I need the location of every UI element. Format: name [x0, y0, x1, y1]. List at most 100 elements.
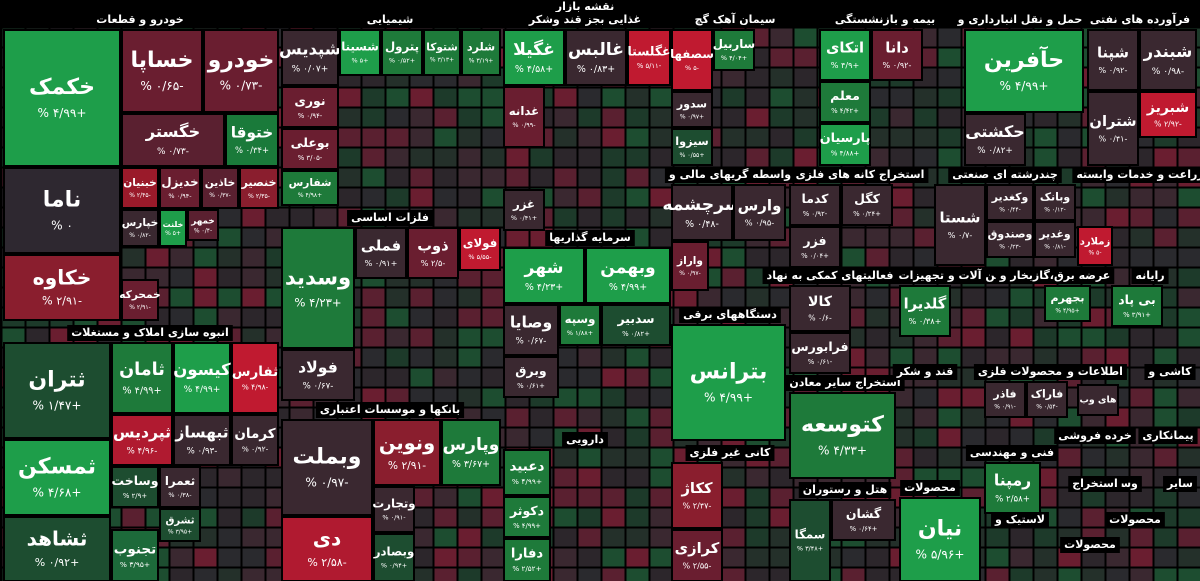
stock-tile[interactable]: شفارس +۴/۹۸ %	[281, 170, 339, 206]
stock-tile[interactable]: کرازی -۲/۵۵ %	[671, 529, 723, 581]
stock-tile[interactable]: پارسیان +۴/۸۸ %	[819, 123, 871, 166]
stock-tile[interactable]: سرچشمه -۰/۴۸ %	[662, 184, 742, 241]
stock-tile[interactable]: شبریز -۲/۹۲ %	[1139, 91, 1197, 138]
stock-tile[interactable]: ختوقا +۰/۳۴ %	[225, 113, 279, 167]
stock-tile[interactable]: ثامان +۴/۹۹ %	[111, 342, 173, 414]
stock-tile[interactable]: وارس -۰/۹۵ %	[733, 184, 786, 241]
stock-tile[interactable]: خمحرکه -۲/۹۱ %	[119, 279, 161, 321]
stock-tile[interactable]: خساپا -۰/۶۵ %	[121, 29, 203, 113]
stock-tile[interactable]: خلنت+۵ %	[159, 209, 187, 247]
stock-tile[interactable]: تجنوب +۳/۹۵ %	[111, 529, 159, 581]
stock-tile[interactable]: بترانس +۴/۹۹ %	[671, 324, 786, 441]
stock-tile[interactable]: وتجارت -۰/۹۱ %	[372, 486, 416, 533]
stock-tile[interactable]: اتکای +۴/۹ %	[819, 29, 871, 81]
stock-tile[interactable]: سدبیر +۰/۸۲ %	[601, 304, 671, 346]
stock-tile[interactable]: شپدیس +۰/۰۷ %	[279, 29, 341, 86]
stock-tile[interactable]: واراز -۰/۹۷ %	[671, 241, 709, 291]
stock-tile[interactable]: غالبس +۰/۸۳ %	[565, 29, 627, 86]
stock-tile[interactable]: غدانه -۰/۹۹ %	[503, 86, 545, 148]
stock-tile[interactable]: غزر +۰/۴۱ %	[503, 189, 545, 231]
stock-tile[interactable]: فرابورس -۰/۶۱ %	[789, 332, 851, 374]
stock-tile[interactable]: ثشرق +۳/۹۵ %	[159, 508, 201, 542]
stock-tile[interactable]: غگلستا -۵/۱۱ %	[627, 29, 671, 86]
stock-tile[interactable]: خبنیان -۲/۴۵ %	[121, 167, 159, 209]
stock-tile[interactable]: وپارس +۳/۶۷ %	[441, 419, 501, 486]
stock-tile[interactable]: فاراک -۰/۵۴ %	[1026, 381, 1068, 418]
stock-tile[interactable]: ثمسکن +۴/۶۸ %	[3, 439, 111, 516]
stock-tile[interactable]: فملی +۰/۹۱ %	[355, 227, 407, 279]
stock-tile[interactable]: پترول +۰/۵۲ %	[381, 29, 423, 76]
stock-tile[interactable]: ثبهساز -۰/۹۳ %	[173, 414, 231, 466]
stock-tile[interactable]: دفارا +۲/۵۲ %	[503, 538, 551, 581]
stock-tile[interactable]: کرمان -۰/۹۲ %	[231, 414, 279, 466]
stock-tile[interactable]: رمپنا +۲/۵۸ %	[984, 462, 1041, 514]
stock-tile[interactable]: زملارد -۵ %	[1077, 226, 1113, 266]
stock-tile[interactable]: خگستر -۰/۷۳ %	[121, 113, 225, 167]
stock-tile[interactable]: خاذین -۰/۳۷ %	[201, 167, 239, 209]
stock-tile[interactable]: شلرد +۳/۱۹ %	[461, 29, 501, 76]
stock-tile[interactable]: وسدید +۴/۲۳ %	[281, 227, 355, 349]
stock-tile[interactable]: ثعمرا -۰/۳۸ %	[159, 466, 201, 508]
stock-tile[interactable]: معلم +۴/۴۲ %	[819, 81, 871, 123]
stock-tile[interactable]: کتوسعه +۴/۳۳ %	[789, 392, 896, 479]
stock-tile[interactable]: نیان +۵/۹۶ %	[899, 497, 981, 581]
stock-tile[interactable]: خکمک +۴/۹۹ %	[3, 29, 121, 167]
stock-tile[interactable]: وکغدیر -۰/۴۴ %	[986, 184, 1034, 221]
stock-tile[interactable]: فاذر -۰/۹۱ %	[984, 381, 1026, 418]
stock-tile[interactable]: گشان +۰/۶۴ %	[831, 499, 896, 541]
stock-tile[interactable]: خودرو -۰/۷۳ %	[203, 29, 279, 113]
stock-tile[interactable]: بی پاد +۳/۹۱ %	[1111, 285, 1163, 327]
stock-tile[interactable]: کگل +۰/۲۴ %	[841, 184, 893, 226]
stock-tile[interactable]: وبهمن +۴/۹۹ %	[585, 247, 671, 304]
stock-tile[interactable]: ناما ۰ %	[3, 167, 121, 254]
stock-tile[interactable]: وغدیر -۰/۸۱ %	[1034, 221, 1076, 258]
stock-tile[interactable]: خپارس -۰/۸۲ %	[121, 209, 159, 247]
stock-tile[interactable]: وصندوق -۰/۲۳ %	[986, 221, 1034, 258]
stock-tile[interactable]: ککاژ -۲/۴۷ %	[671, 462, 723, 529]
stock-tile[interactable]: وصایا -۰/۶۷ %	[503, 304, 559, 356]
stock-tile[interactable]: کالا -۰/۶ %	[789, 285, 851, 332]
stock-tile[interactable]: نوری -۰/۹۴ %	[281, 86, 339, 128]
stock-tile[interactable]: سمگا +۳/۴۸ %	[789, 499, 831, 581]
stock-tile[interactable]: حآفرین +۴/۹۹ %	[964, 29, 1084, 113]
stock-tile[interactable]: فولای -۵/۵۵ %	[459, 227, 501, 271]
stock-tile[interactable]: شسینا +۵ %	[339, 29, 381, 76]
stock-tile[interactable]: غگیلا +۴/۵۸ %	[503, 29, 565, 86]
stock-tile[interactable]: ثتران +۱/۴۷ %	[3, 342, 111, 439]
stock-tile[interactable]: وبانک -۰/۱۲ %	[1034, 184, 1076, 221]
stock-tile[interactable]: خنصیر -۲/۳۵ %	[239, 167, 279, 209]
stock-tile[interactable]: سدور +۰/۹۷ %	[671, 91, 713, 128]
stock-tile[interactable]: شهر +۴/۲۳ %	[503, 247, 585, 304]
stock-tile[interactable]: ثفارس -۴/۹۸ %	[231, 342, 279, 414]
stock-tile[interactable]: خدیزل -۰/۹۴ %	[159, 167, 201, 209]
stock-tile[interactable]: کیسون +۴/۹۹ %	[173, 342, 231, 414]
stock-tile[interactable]: سصفها -۵ %	[670, 29, 714, 91]
stock-tile[interactable]: حکشتی +۰/۸۲ %	[964, 113, 1026, 166]
stock-tile[interactable]: دعبید +۴/۹۹ %	[503, 449, 551, 496]
stock-tile[interactable]: فزر +۰/۰۴ %	[789, 226, 841, 268]
stock-tile[interactable]: دکوثر +۴/۹۹ %	[503, 496, 551, 538]
stock-tile[interactable]: شتران -۰/۴۱ %	[1087, 91, 1139, 166]
stock-tile[interactable]: ثشاهد +۰/۹۲ %	[3, 516, 111, 581]
stock-tile[interactable]: دی -۲/۵۸ %	[281, 516, 373, 581]
stock-tile[interactable]: شبندر -۰/۹۸ %	[1139, 29, 1197, 91]
stock-tile[interactable]: دانا -۰/۹۲ %	[871, 29, 923, 81]
stock-tile[interactable]: ثپردیس -۴/۹۶ %	[111, 414, 173, 466]
stock-tile[interactable]: وبملت -۰/۹۷ %	[281, 419, 373, 516]
stock-tile[interactable]: خکاوه -۲/۹۱ %	[3, 254, 121, 321]
stock-tile[interactable]: ساربیل +۴/۰۴ %	[713, 29, 755, 71]
stock-tile[interactable]: وسپه +۱/۸۸ %	[559, 304, 601, 346]
stock-tile[interactable]: وبصادر +۰/۹۴ %	[373, 533, 415, 581]
stock-tile[interactable]: خمهر-۰/۴ %	[187, 209, 219, 241]
stock-tile[interactable]: شستا -۰/۷ %	[934, 184, 986, 266]
stock-tile[interactable]: ذوب -۲/۵ %	[407, 227, 459, 279]
stock-tile[interactable]: وساخت +۲/۹ %	[111, 466, 159, 508]
stock-tile[interactable]: بجهرم +۴/۹۵ %	[1044, 285, 1091, 322]
stock-tile[interactable]: وبرق +۰/۶۱ %	[503, 356, 559, 398]
stock-tile[interactable]: فولاد -۰/۶۷ %	[281, 349, 355, 401]
stock-tile[interactable]: ونوین -۲/۹۱ %	[373, 419, 441, 486]
stock-tile[interactable]: بوعلی -۳/۰۵ %	[281, 128, 339, 170]
stock-tile[interactable]: کدما -۰/۹۲ %	[789, 184, 841, 226]
stock-tile[interactable]: شپنا -۰/۹۲ %	[1087, 29, 1139, 91]
stock-tile[interactable]: های وب	[1077, 384, 1119, 416]
